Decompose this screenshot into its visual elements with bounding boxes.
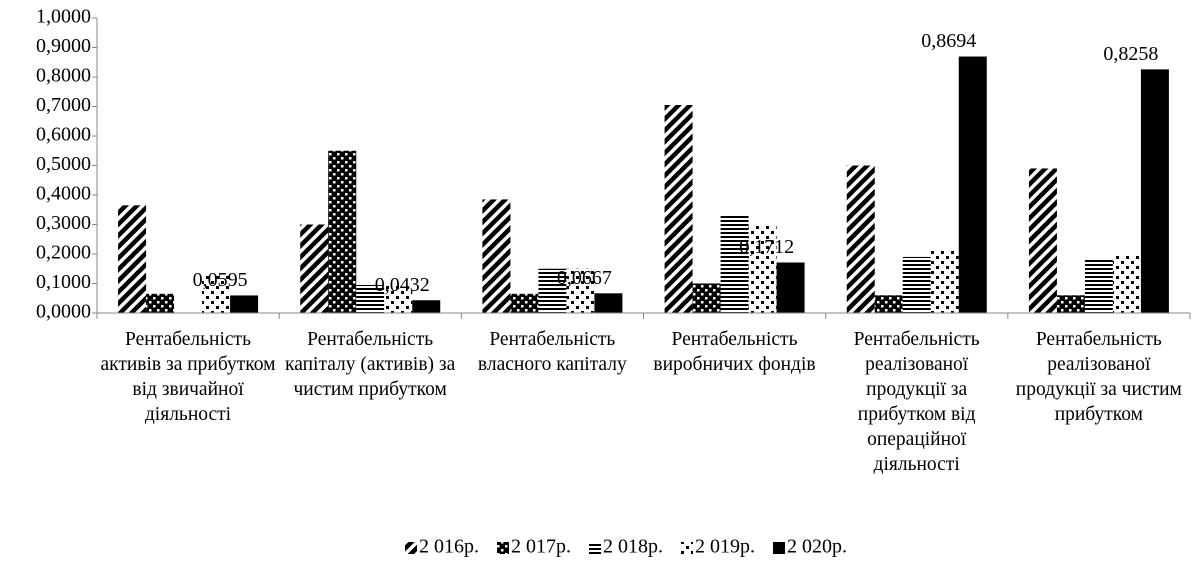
y-tick-label: 0,0000 bbox=[36, 301, 91, 323]
bar bbox=[356, 284, 385, 313]
bar bbox=[412, 300, 441, 313]
legend-swatch bbox=[589, 542, 601, 554]
data-label: 0,8694 bbox=[921, 30, 976, 52]
legend-label: 2 016р. bbox=[419, 536, 479, 558]
bar bbox=[958, 56, 987, 313]
bar bbox=[748, 224, 777, 313]
bar bbox=[230, 295, 259, 313]
bar bbox=[776, 262, 805, 313]
bar bbox=[720, 214, 749, 313]
bar bbox=[146, 293, 175, 313]
x-tick-label: Рентабельність реалізованої продукції за… bbox=[853, 329, 980, 475]
bar bbox=[846, 165, 875, 313]
y-tick-label: 0,5000 bbox=[36, 153, 91, 175]
legend-swatch bbox=[681, 542, 693, 554]
bar bbox=[510, 293, 539, 313]
bar bbox=[1028, 168, 1057, 313]
legend-swatch bbox=[773, 542, 785, 554]
x-tick-label: Рентабельність активів за прибутком від … bbox=[100, 329, 276, 425]
legend-swatch bbox=[497, 542, 509, 554]
y-tick-label: 0,1000 bbox=[36, 271, 91, 293]
y-tick-label: 0,2000 bbox=[36, 242, 91, 264]
bar bbox=[566, 268, 595, 313]
bar bbox=[1140, 69, 1169, 313]
x-tick-label: Рентабельність капіталу (активів) за чис… bbox=[285, 329, 456, 400]
bar bbox=[538, 268, 567, 313]
bar bbox=[118, 205, 147, 313]
bar bbox=[902, 256, 931, 313]
legend-label: 2 020р. bbox=[787, 536, 847, 558]
data-label: 0,0667 bbox=[557, 267, 612, 289]
legend-label: 2 017р. bbox=[511, 536, 571, 558]
legend-label: 2 018р. bbox=[603, 536, 663, 558]
bar bbox=[482, 199, 511, 313]
bar bbox=[930, 249, 959, 313]
x-tick-label: Рентабельність реалізованої продукції за… bbox=[1015, 329, 1182, 425]
data-label: 0,1712 bbox=[739, 236, 794, 258]
y-tick-label: 0,4000 bbox=[36, 183, 91, 205]
bar bbox=[300, 224, 329, 313]
bar bbox=[664, 105, 693, 314]
y-tick-label: 0,8000 bbox=[36, 65, 91, 87]
y-tick-label: 0,9000 bbox=[36, 35, 91, 57]
x-tick-label: Рентабельність власного капіталу bbox=[477, 329, 627, 375]
bar bbox=[202, 274, 231, 313]
y-tick-label: 0,7000 bbox=[36, 94, 91, 116]
bar bbox=[1056, 295, 1085, 313]
x-tick-label: Рентабельність виробничих фондів bbox=[653, 329, 816, 375]
y-tick-label: 1,0000 bbox=[36, 6, 91, 28]
bar bbox=[384, 284, 413, 313]
y-tick-label: 0,6000 bbox=[36, 124, 91, 146]
bar bbox=[1112, 254, 1141, 313]
y-tick-label: 0,3000 bbox=[36, 212, 91, 234]
data-label: 0,8258 bbox=[1103, 43, 1158, 65]
bar bbox=[594, 293, 623, 313]
bar bbox=[328, 150, 357, 313]
legend-label: 2 019р. bbox=[695, 536, 755, 558]
bar bbox=[1084, 258, 1113, 313]
legend-swatch bbox=[405, 542, 417, 554]
bar bbox=[692, 283, 721, 313]
data-label: 0,0595 bbox=[193, 269, 248, 291]
data-label: 0,0432 bbox=[375, 274, 430, 296]
bar bbox=[874, 295, 903, 313]
